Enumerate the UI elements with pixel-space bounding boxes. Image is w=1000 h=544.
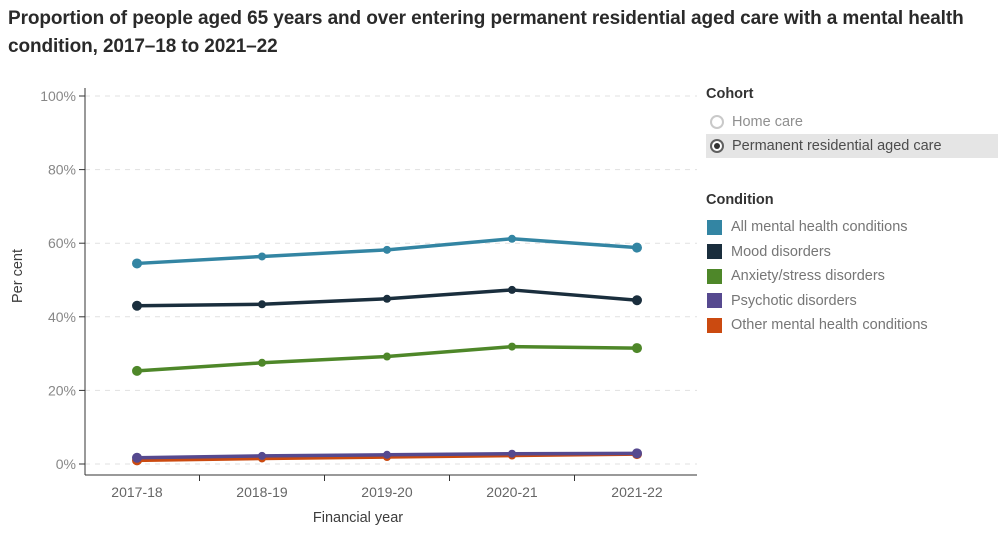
legend-swatch [707,293,722,309]
legend-swatch [707,317,722,333]
cohort-option-home-care[interactable]: Home care [706,110,998,134]
legend-item-mood-disorders[interactable]: Mood disorders [706,240,998,265]
legend-item-label: All mental health conditions [731,219,908,236]
legend-panel: Cohort Home care Permanent residential a… [706,84,998,338]
svg-text:40%: 40% [48,309,76,325]
svg-text:60%: 60% [48,235,76,251]
svg-text:2021-22: 2021-22 [611,484,663,500]
legend-item-label: Anxiety/stress disorders [731,268,885,285]
legend-item-label: Mood disorders [731,243,831,260]
svg-text:80%: 80% [48,162,76,178]
svg-text:Financial year: Financial year [313,510,403,526]
cohort-option-label: Home care [732,114,803,130]
legend-swatch [707,219,722,235]
chart-title: Proportion of people aged 65 years and o… [8,8,964,57]
legend-item-label: Psychotic disorders [731,292,857,309]
legend-item-psychotic-disorders[interactable]: Psychotic disorders [706,289,998,314]
legend-item-all-mental-health-conditions[interactable]: All mental health conditions [706,215,998,240]
svg-text:2017-18: 2017-18 [111,484,163,500]
legend-item-label: Other mental health conditions [731,317,928,334]
legend-swatch [707,268,722,284]
radio-unselected-icon [710,115,724,129]
cohort-option-permanent-residential-aged-care[interactable]: Permanent residential aged care [706,134,998,158]
svg-text:0%: 0% [56,456,76,472]
condition-legend-heading: Condition [706,192,774,208]
legend-item-other-mental-health-conditions[interactable]: Other mental health conditions [706,313,998,338]
svg-text:Per cent: Per cent [10,249,26,303]
svg-text:2020-21: 2020-21 [486,484,538,500]
legend-item-anxiety-stress-disorders[interactable]: Anxiety/stress disorders [706,264,998,289]
cohort-option-label: Permanent residential aged care [732,138,942,154]
legend-swatch [707,244,722,260]
svg-text:2018-19: 2018-19 [236,484,288,500]
svg-text:2019-20: 2019-20 [361,484,413,500]
radio-selected-icon [710,139,724,153]
condition-legend-items: All mental health conditions Mood disorde… [706,215,998,338]
svg-text:100%: 100% [40,88,76,104]
svg-text:20%: 20% [48,382,76,398]
cohort-legend-heading: Cohort [706,86,754,102]
